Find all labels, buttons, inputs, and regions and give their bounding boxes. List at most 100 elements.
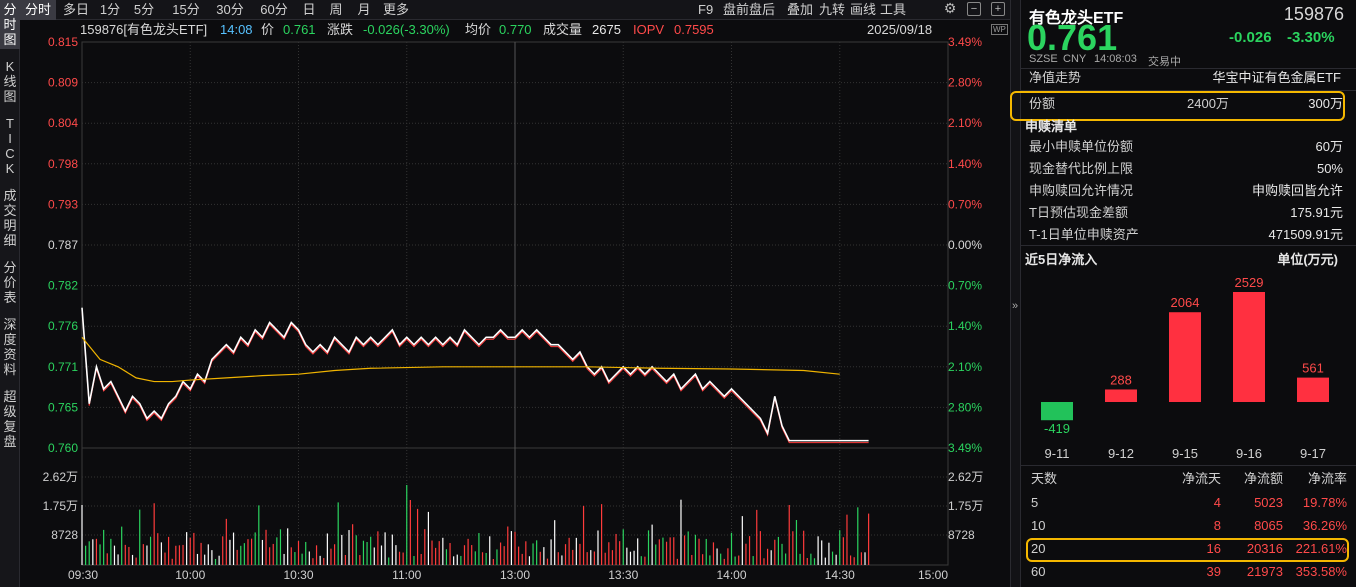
toolbar-item-3[interactable]: 九转: [819, 2, 846, 17]
side-tab-6[interactable]: 超级复盘: [3, 389, 17, 449]
x-tick: 15:00: [918, 568, 948, 582]
flow-title: 近5日净流入: [1025, 252, 1098, 267]
share-label: 份额: [1029, 96, 1056, 111]
redeem-value: 50%: [1316, 161, 1343, 176]
flow-table-row: 20 16 20316 221.61%: [1021, 538, 1356, 560]
etf-change: -0.026: [1229, 29, 1272, 46]
index-name: 华宝中证有色金属ETF: [1212, 70, 1341, 85]
side-tab-3[interactable]: 成交明细: [3, 188, 17, 248]
x-tick: 10:00: [175, 568, 205, 582]
flow-table-cell: 16: [1206, 541, 1221, 556]
redeem-row: 最小申赎单位份额 60万: [1029, 136, 1345, 158]
chart-date: 2025/09/18: [867, 22, 933, 37]
redeem-label: T日预估现金差额: [1029, 205, 1128, 220]
y-left-tick: 0.798: [48, 157, 78, 171]
y-left-tick: 0.765: [48, 400, 78, 414]
y-left-tick: 0.804: [48, 116, 78, 130]
quote-panel: 有色龙头ETF 159876 0.761 -0.026 -3.30% SZSE …: [1010, 0, 1356, 587]
y-right-tick: 2.80%: [948, 400, 982, 414]
y-left-tick: 0.809: [48, 76, 78, 90]
wp-icon[interactable]: WP: [991, 24, 1008, 35]
redeem-row: 现金替代比例上限 50%: [1029, 158, 1345, 180]
y-right-tick: 3.49%: [948, 441, 982, 455]
side-tab-5[interactable]: 深度资料: [3, 317, 17, 377]
redeem-row: T-1日单位申赎资产 471509.91元: [1029, 224, 1345, 246]
flow-table-cell: 353.58%: [1295, 564, 1347, 579]
nav-trend-label: 净值走势: [1029, 70, 1082, 85]
toolbar-item-4[interactable]: 画线: [850, 2, 877, 17]
inflow-bar: [1297, 377, 1329, 402]
x-tick: 13:30: [608, 568, 638, 582]
y-right-tick: 1.40%: [948, 157, 982, 171]
toolbar-tab-1[interactable]: 多日: [62, 2, 89, 17]
toolbar-item-0[interactable]: F9: [698, 2, 714, 17]
side-tab-4[interactable]: 分价表: [3, 260, 17, 305]
toolbar-tab-0[interactable]: 分时: [20, 0, 56, 20]
toolbar-tab-8[interactable]: 周: [329, 2, 343, 17]
net-inflow-chart: -419 9-11 288 9-12 2064 9-15 2529 9-16 561 9-17: [1041, 275, 1329, 461]
redeem-label: 现金替代比例上限: [1029, 161, 1134, 176]
flow-table-cell: 20: [1031, 541, 1046, 556]
toolbar-tab-2[interactable]: 1分: [99, 2, 121, 17]
toolbar-tab-10[interactable]: 更多: [382, 2, 409, 17]
toolbar-tab-4[interactable]: 15分: [172, 2, 200, 17]
y-right-tick: 2.10%: [948, 116, 982, 130]
vol-tick-left: 8728: [51, 528, 78, 542]
flow-table-cell: 221.61%: [1295, 541, 1347, 556]
toolbar-item-2[interactable]: 叠加: [787, 2, 814, 17]
toolbar-item-1[interactable]: 盘前盘后: [723, 2, 776, 17]
toolbar-tab-5[interactable]: 30分: [216, 2, 244, 17]
flow-table-cell: 5023: [1254, 495, 1283, 510]
flow-table-cell: 36.26%: [1302, 518, 1347, 533]
iopv-label: IOPV: [633, 22, 665, 37]
toolbar: 分时 多日 1分 5分 15分 30分 60分日周月更多 F9 盘前盘后 叠加 九转 画线 工具 ⚙ − +: [20, 0, 1010, 20]
toolbar-tab-6[interactable]: 60分: [260, 2, 288, 17]
y-left-tick: 0.771: [48, 360, 78, 374]
avg-label: 均价: [465, 22, 492, 37]
side-tab-0[interactable]: 分时图: [0, 0, 20, 49]
inflow-value-label: 561: [1302, 361, 1324, 376]
toolbar-item-5[interactable]: 工具: [880, 2, 907, 17]
inflow-value-label: 288: [1110, 372, 1132, 387]
intraday-chart: 0.815 3.49% 0.809 2.80% 0.804 2.10% 0.798 1.40%…: [43, 35, 984, 582]
inflow-value-label: 2529: [1235, 275, 1264, 290]
inflow-date-label: 9-11: [1044, 446, 1069, 461]
y-left-tick: 0.793: [48, 197, 78, 211]
redeem-value: 175.91元: [1290, 205, 1343, 220]
inflow-value-label: 2064: [1171, 295, 1200, 310]
gear-icon[interactable]: ⚙: [943, 0, 957, 16]
inflow-date-label: 9-17: [1300, 446, 1326, 461]
chart-code-name: 159876[有色龙头ETF]: [80, 22, 208, 37]
nav-trend-row[interactable]: 净值走势 华宝中证有色金属ETF: [1029, 67, 1345, 89]
chart-change: -0.026(-3.30%): [363, 22, 450, 37]
minus-icon[interactable]: −: [967, 2, 981, 16]
flow-table-header-cell: 天数: [1031, 471, 1058, 486]
redeem-value: 申购赎回皆允许: [1251, 183, 1343, 198]
y-left-tick: 0.782: [48, 279, 78, 293]
y-right-tick: 1.40%: [948, 319, 982, 333]
vol-tick-right: 2.62万: [948, 470, 983, 484]
trade-status: 交易中: [1148, 56, 1181, 68]
redeem-row: T日预估现金差额 175.91元: [1029, 202, 1345, 224]
toolbar-tab-7[interactable]: 日: [302, 2, 316, 17]
redeem-value: 471509.91元: [1268, 227, 1343, 242]
x-tick: 14:00: [716, 568, 746, 582]
y-right-tick: 0.70%: [948, 279, 982, 293]
exchange: SZSE: [1029, 53, 1058, 65]
plus-icon[interactable]: +: [991, 2, 1005, 16]
flow-table-cell: 19.78%: [1302, 495, 1347, 510]
share-highlight: [1010, 91, 1345, 121]
x-tick: 13:00: [500, 568, 530, 582]
redeem-row: 申购赎回允许情况 申购赎回皆允许: [1029, 180, 1345, 202]
panel-collapse-handle[interactable]: »: [1010, 0, 1020, 587]
inflow-bar: [1233, 292, 1265, 402]
toolbar-tab-3[interactable]: 5分: [133, 2, 155, 17]
etf-code: 159876: [1283, 4, 1344, 24]
flow-table-cell: 39: [1206, 564, 1221, 579]
inflow-value-label: -419: [1044, 421, 1070, 436]
toolbar-tab-9[interactable]: 月: [357, 2, 371, 17]
flow-table-row: 60 39 21973 353.58%: [1021, 561, 1356, 583]
